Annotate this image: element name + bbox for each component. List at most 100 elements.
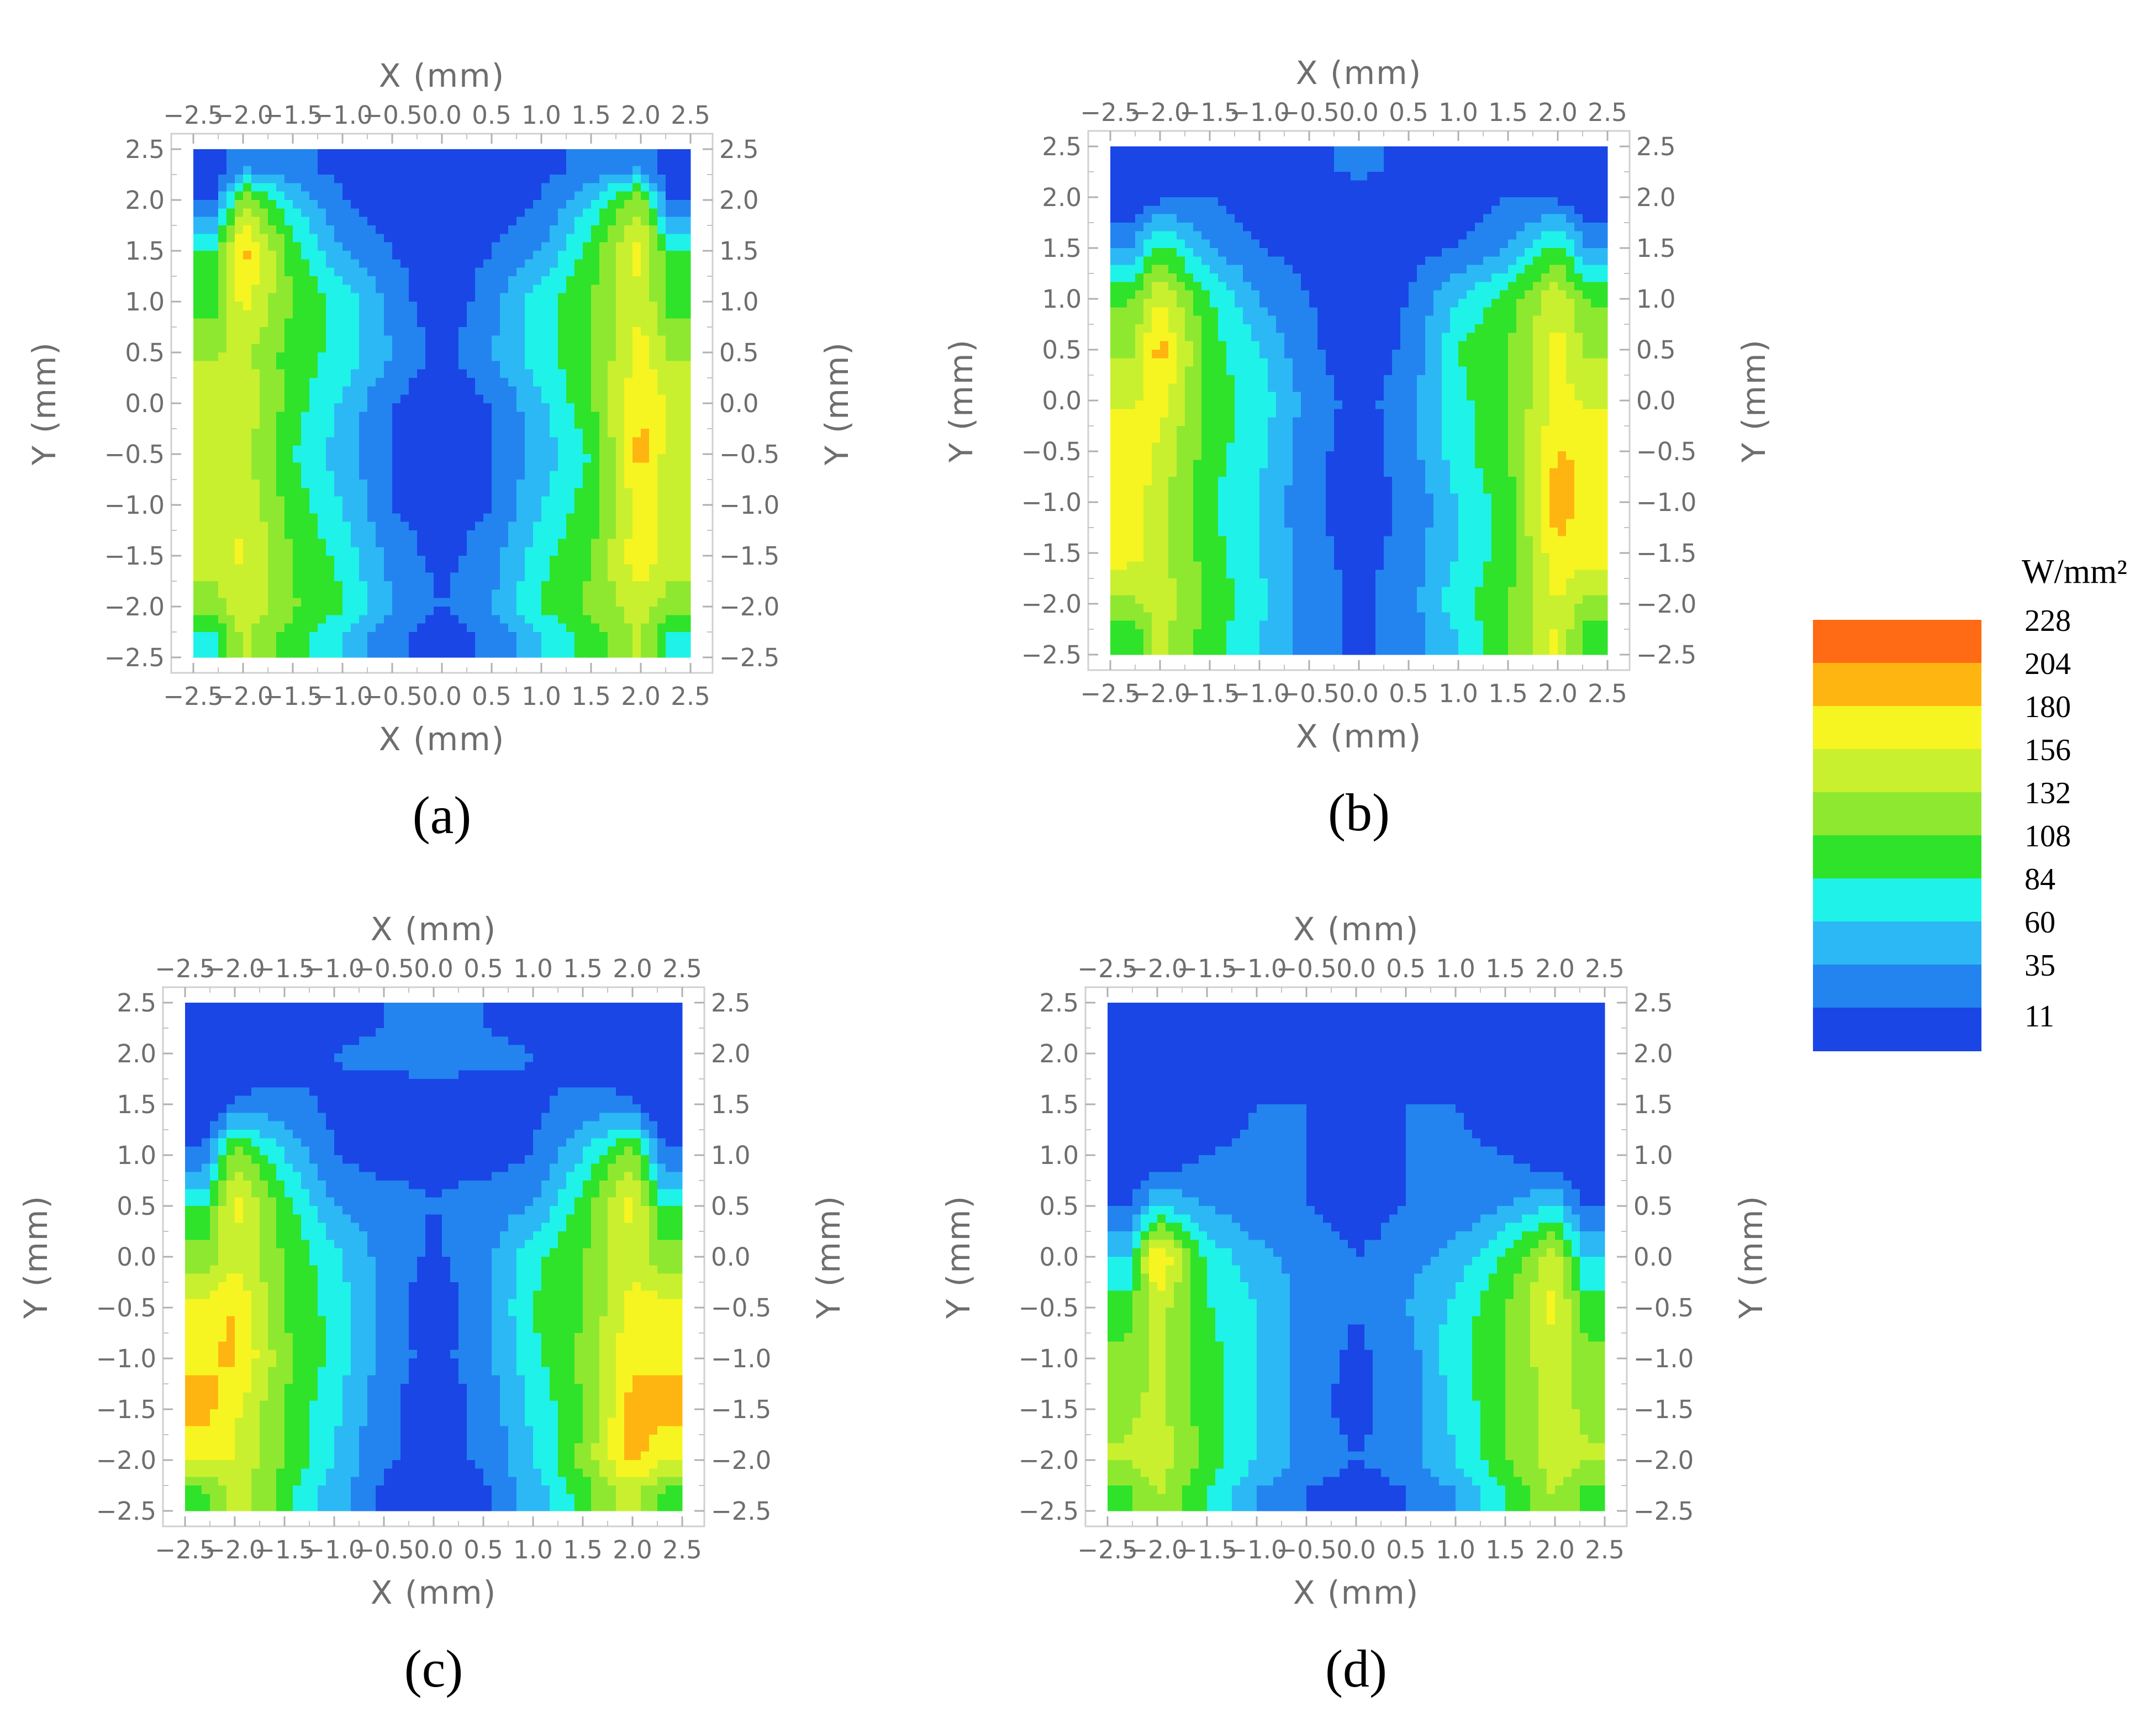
heatmap-cell [1409,256,1417,266]
heatmap-cell [359,429,368,438]
heatmap-cell [1433,256,1442,266]
heatmap-cell [210,488,219,497]
heatmap-cell [558,607,567,615]
heatmap-cell [425,251,434,260]
heatmap-cell [599,175,608,183]
heatmap-cell [1583,248,1591,257]
heatmap-cell [458,530,467,539]
heatmap-cell [591,217,600,226]
heatmap-cell [467,242,476,251]
heatmap-cell [1425,223,1434,231]
heatmap-cell [475,488,484,497]
heatmap-cell [624,471,633,480]
heatmap-cell [574,412,583,421]
heatmap-cell [442,225,451,234]
heatmap-cell [409,505,418,514]
heatmap-cell [235,267,244,277]
heatmap-cell [641,429,650,438]
heatmap-cell [1392,265,1401,274]
heatmap-cell [1160,265,1169,274]
heatmap-cell [193,607,202,615]
heatmap-cell [351,403,360,412]
heatmap-cell [1309,231,1318,240]
heatmap-cell [1409,163,1417,172]
heatmap-cell [475,276,484,285]
heatmap-cell [309,547,318,556]
heatmap-cell [632,623,641,633]
heatmap-cell [202,234,210,243]
heatmap-cell [1516,248,1525,257]
heatmap-cell [226,310,235,319]
heatmap-cell [260,454,268,463]
heatmap-cell [666,412,674,421]
heatmap-cell [467,285,476,294]
heatmap-cell [1143,206,1152,215]
heatmap-cell [649,208,658,218]
heatmap-cell [442,183,451,192]
heatmap-cell [566,310,575,319]
heatmap-cell [268,530,277,539]
heatmap-cell [1508,188,1517,198]
heatmap-cell [1185,214,1194,223]
heatmap-cell [516,157,525,167]
heatmap-cell [284,259,293,268]
heatmap-cell [550,276,558,285]
heatmap-cell [1541,256,1550,266]
heatmap-cell [458,607,467,615]
heatmap-cell [367,183,376,192]
heatmap-cell [210,556,219,565]
heatmap-cell [376,344,384,353]
heatmap-cell [1442,197,1451,206]
heatmap-cell [450,581,459,590]
heatmap-cell [284,302,293,310]
heatmap-cell [351,496,360,505]
heatmap-cell [467,615,476,624]
heatmap-cell [417,251,426,260]
heatmap-cell [583,488,592,497]
heatmap-cell [218,488,227,497]
heatmap-cell [550,200,558,209]
heatmap-cell [268,276,277,285]
heatmap-cell [624,530,633,539]
heatmap-cell [525,539,534,548]
heatmap-cell [1392,307,1401,317]
heatmap-cell [1342,223,1351,231]
heatmap-cell [1110,172,1119,181]
heatmap-cell [251,225,260,234]
heatmap-cell [500,293,509,302]
heatmap-cell [235,251,244,260]
heatmap-cell [1508,197,1517,206]
heatmap-cell [1243,163,1252,172]
heatmap-cell [284,267,293,277]
heatmap-cell [574,607,583,615]
heatmap-cell [458,242,467,251]
heatmap-cell [1442,315,1451,325]
heatmap-cell [682,640,691,650]
heatmap-cell [1417,146,1426,155]
heatmap-cell [483,259,492,268]
heatmap-cell [226,344,235,353]
heatmap-cell [1566,265,1575,274]
heatmap-cell [550,251,558,260]
heatmap-cell [1110,307,1119,317]
heatmap-cell [616,378,625,387]
heatmap-cell [583,208,592,218]
heatmap-cell [243,530,252,539]
heatmap-cell [400,615,409,624]
heatmap-cell [334,251,343,260]
heatmap-cell [632,352,641,361]
heatmap-cell [425,564,434,573]
heatmap-cell [1574,307,1583,317]
heatmap-cell [210,217,219,226]
heatmap-cell [434,403,442,412]
heatmap-cell [202,175,210,183]
heatmap-cell [193,191,202,201]
heatmap-cell [1483,273,1492,282]
heatmap-cell [235,581,244,590]
heatmap-cell [525,471,534,480]
heatmap-cell [417,581,426,590]
heatmap-cell [384,318,393,328]
heatmap-cell [492,276,500,285]
heatmap-cell [1574,231,1583,240]
heatmap-cell [608,530,616,539]
